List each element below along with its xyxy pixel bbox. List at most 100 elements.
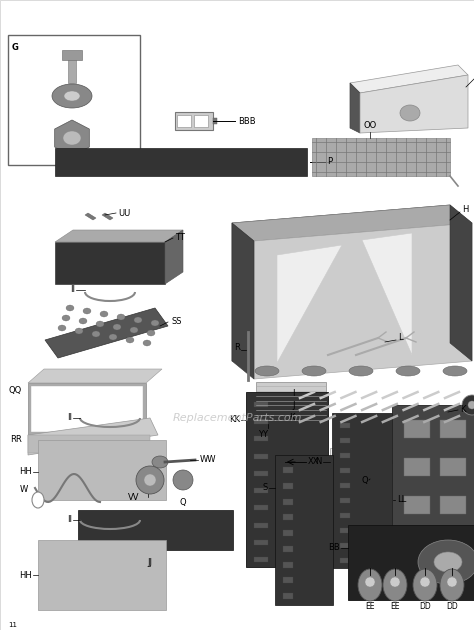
Text: Q: Q xyxy=(361,476,368,484)
Bar xyxy=(340,543,350,548)
Bar xyxy=(254,505,268,510)
Ellipse shape xyxy=(130,327,138,333)
Ellipse shape xyxy=(152,456,168,468)
Polygon shape xyxy=(45,308,168,358)
Ellipse shape xyxy=(52,84,92,108)
Ellipse shape xyxy=(462,395,474,415)
Text: LL: LL xyxy=(397,496,406,505)
Text: RR: RR xyxy=(10,435,22,445)
Polygon shape xyxy=(85,213,96,220)
Bar xyxy=(31,386,143,432)
Ellipse shape xyxy=(147,330,155,336)
Bar xyxy=(340,483,350,488)
Text: VV: VV xyxy=(128,493,139,503)
Polygon shape xyxy=(362,233,412,355)
Bar xyxy=(404,458,430,476)
Ellipse shape xyxy=(383,569,407,601)
Polygon shape xyxy=(165,230,183,284)
Text: K: K xyxy=(460,406,465,415)
Ellipse shape xyxy=(413,569,437,601)
Text: L: L xyxy=(398,333,402,343)
Text: OO: OO xyxy=(364,121,377,130)
Bar xyxy=(283,483,293,489)
Bar xyxy=(404,420,430,438)
Text: HH: HH xyxy=(19,571,32,580)
Bar xyxy=(254,454,268,459)
Ellipse shape xyxy=(173,470,193,490)
Ellipse shape xyxy=(255,366,279,376)
Ellipse shape xyxy=(75,328,83,334)
Bar xyxy=(283,593,293,599)
Text: BBB: BBB xyxy=(238,117,255,125)
Polygon shape xyxy=(102,213,113,220)
Bar xyxy=(254,471,268,476)
Polygon shape xyxy=(55,120,89,156)
Bar xyxy=(340,468,350,473)
Bar xyxy=(340,528,350,533)
Text: W: W xyxy=(20,486,28,495)
Ellipse shape xyxy=(100,311,108,317)
Bar xyxy=(8,35,140,165)
Bar xyxy=(78,510,233,550)
Ellipse shape xyxy=(96,321,104,327)
Ellipse shape xyxy=(109,334,117,340)
Polygon shape xyxy=(277,245,342,363)
Ellipse shape xyxy=(126,337,134,343)
Bar xyxy=(340,498,350,503)
Text: I: I xyxy=(292,389,295,399)
Text: YY: YY xyxy=(258,430,268,439)
Bar xyxy=(330,448,474,476)
Text: R: R xyxy=(234,343,240,353)
Ellipse shape xyxy=(349,366,373,376)
Bar xyxy=(254,522,268,527)
Bar xyxy=(283,498,293,505)
Ellipse shape xyxy=(62,315,70,321)
Ellipse shape xyxy=(434,552,462,572)
Bar xyxy=(28,383,146,435)
Bar xyxy=(283,561,293,568)
Ellipse shape xyxy=(358,569,382,601)
Ellipse shape xyxy=(63,131,81,145)
Polygon shape xyxy=(232,223,254,379)
Polygon shape xyxy=(435,428,474,458)
Bar xyxy=(283,546,293,552)
Polygon shape xyxy=(254,223,472,379)
Bar xyxy=(38,440,166,500)
Bar xyxy=(55,242,165,284)
Ellipse shape xyxy=(143,340,151,346)
Bar xyxy=(246,392,328,567)
Bar xyxy=(38,540,166,610)
Bar xyxy=(254,402,268,407)
Text: II: II xyxy=(67,413,72,423)
Text: H: H xyxy=(462,205,468,214)
Text: QQ: QQ xyxy=(9,386,22,394)
Bar xyxy=(283,467,293,473)
Bar xyxy=(440,458,466,476)
Text: SS: SS xyxy=(172,318,182,326)
Text: UU: UU xyxy=(118,209,130,217)
Polygon shape xyxy=(350,83,360,133)
Text: K: K xyxy=(290,413,295,423)
Bar xyxy=(283,530,293,536)
Bar xyxy=(254,488,268,493)
Polygon shape xyxy=(360,75,468,133)
Polygon shape xyxy=(28,369,162,383)
Bar xyxy=(340,423,350,428)
Polygon shape xyxy=(350,65,468,93)
Bar xyxy=(348,525,474,600)
Text: WW: WW xyxy=(200,455,217,464)
Ellipse shape xyxy=(365,577,375,587)
Ellipse shape xyxy=(83,308,91,314)
Polygon shape xyxy=(28,418,158,455)
Ellipse shape xyxy=(302,366,326,376)
Ellipse shape xyxy=(468,401,474,409)
Ellipse shape xyxy=(64,91,80,101)
Text: N: N xyxy=(316,457,322,466)
Bar xyxy=(332,413,392,568)
Bar xyxy=(254,419,268,424)
Text: P: P xyxy=(327,158,332,166)
Ellipse shape xyxy=(32,492,44,508)
Bar xyxy=(254,557,268,562)
Bar xyxy=(440,496,466,514)
Ellipse shape xyxy=(151,320,159,326)
